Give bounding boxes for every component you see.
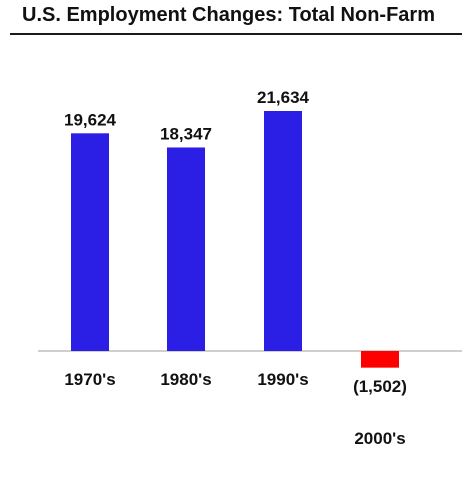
bar-1: [167, 147, 205, 351]
value-label-3: (1,502): [353, 377, 407, 396]
bar-0: [71, 133, 109, 351]
title-underline: [10, 33, 462, 35]
category-label-3: 2000's: [354, 429, 405, 448]
category-label-1: 1980's: [160, 370, 211, 389]
bar-2: [264, 111, 302, 351]
value-label-1: 18,347: [160, 124, 212, 143]
category-label-2: 1990's: [257, 370, 308, 389]
chart-title: U.S. Employment Changes: Total Non-Farm: [22, 4, 435, 26]
value-label-2: 21,634: [257, 88, 310, 107]
category-label-0: 1970's: [64, 370, 115, 389]
bar-3: [361, 351, 399, 368]
value-label-0: 19,624: [64, 110, 117, 129]
